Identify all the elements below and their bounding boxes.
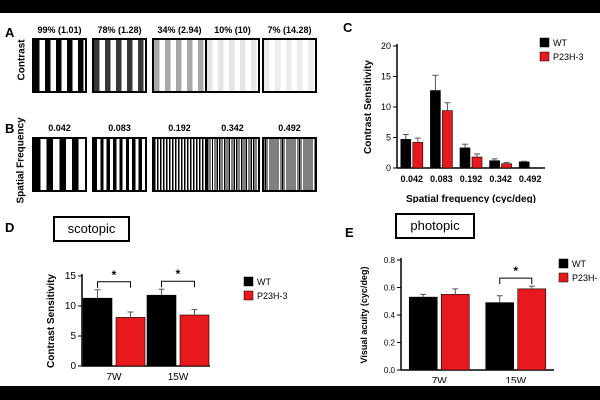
y-tick-label: 0.4 (384, 311, 396, 320)
bar-p23h-3-0.042 (412, 142, 424, 169)
x-axis-title: Spatial frequency (cyc/deg) (406, 194, 536, 203)
x-tick-label-0.083: 0.083 (430, 174, 453, 184)
chart-d-scotopic: 0 5 10 15 Contrast Sensitivity 7W * 15W * WT P23H-… (46, 267, 288, 383)
bar-wt-0.042 (400, 139, 412, 169)
frequency-grating-1 (32, 137, 87, 192)
bar-wt-0.083 (430, 90, 441, 169)
x-tick-label-7W: 7W (107, 372, 123, 383)
bar-p23h-3-7W (440, 294, 470, 371)
contrast-grating-4 (205, 38, 260, 93)
chart-c-contrast-sensitivity-by-frequency: 0 5 10 15 20 Contrast Sensitivity 0.042 0.083 0.… (363, 37, 584, 203)
y-axis-title: Contrast Sensitivity (46, 274, 57, 368)
panel-letter-d: D (5, 220, 15, 235)
y-tick-label: 0 (70, 361, 76, 372)
y-tick-label: 15 (381, 72, 391, 82)
y-axis-title: Visual acuity (cyc/deg) (359, 267, 369, 364)
y-tick-label: 0.8 (384, 256, 396, 265)
significance-marker: * (513, 264, 518, 278)
frequency-grating-5 (262, 137, 317, 192)
legend-label-p23h-3: P23H-3 (572, 273, 597, 283)
y-tick-label: 20 (381, 41, 391, 51)
frequency-grating-2 (92, 137, 147, 192)
bar-p23h-3-0.342 (501, 163, 512, 169)
y-tick-label: 10 (381, 102, 391, 112)
figure-canvas: A Contrast B Spatial Frequency C 0 5 10 15 2… (0, 13, 600, 386)
contrast-grating-3 (152, 38, 207, 93)
legend-swatch-wt (558, 258, 569, 269)
y-axis-title: Contrast Sensitivity (363, 60, 374, 154)
legend-swatch-wt (539, 37, 550, 48)
x-tick-label-0.342: 0.342 (489, 174, 512, 184)
contrast-grating-5 (262, 38, 317, 93)
legend-label-p23h-3: P23H-3 (553, 52, 584, 62)
contrast-caption-2: 78% (1.28) (97, 25, 142, 35)
legend-swatch-wt (243, 276, 254, 287)
frequency-caption-5: 0.492 (278, 123, 301, 133)
bar-p23h-3-7W (115, 317, 146, 367)
frequency-caption-2: 0.083 (108, 123, 131, 133)
x-tick-label-0.192: 0.192 (460, 174, 483, 184)
scotopic-label: scotopic (53, 216, 130, 242)
contrast-caption-1: 99% (1.01) (37, 25, 82, 35)
y-tick-label: 5 (70, 331, 76, 342)
significance-bracket (97, 281, 131, 288)
legend-swatch-p23h-3 (243, 290, 254, 301)
contrast-caption-4: 10% (10) (214, 25, 251, 35)
bar-p23h-3-0.192 (471, 156, 483, 169)
row-label-spatial-frequency: Spatial Frequency (15, 117, 27, 204)
x-tick-label-7W: 7W (432, 376, 448, 383)
x-tick-label-15W: 15W (168, 372, 189, 383)
legend-label-p23h-3: P23H-3 (257, 291, 288, 301)
contrast-caption-3: 34% (2.94) (157, 25, 202, 35)
frequency-grating-3 (152, 137, 207, 192)
y-tick-label: 0.6 (384, 284, 396, 293)
y-tick-label: 15 (65, 271, 77, 282)
bar-p23h-3-15W (179, 314, 210, 367)
x-tick-label-0.042: 0.042 (401, 174, 424, 184)
contrast-caption-5: 7% (14.28) (267, 25, 312, 35)
significance-bracket (161, 280, 195, 288)
frequency-caption-4: 0.342 (221, 123, 244, 133)
bar-wt-0.192 (459, 147, 471, 169)
y-tick-label: 0.2 (384, 339, 396, 348)
frequency-grating-4 (205, 137, 260, 192)
panel-letter-b: B (5, 121, 15, 136)
significance-bracket (499, 277, 533, 285)
frequency-caption-3: 0.192 (168, 123, 191, 133)
legend-label-wt: WT (553, 38, 567, 48)
bottom-black-band (0, 386, 600, 400)
panel-letter-a: A (5, 25, 15, 40)
chart-e-photopic: 0.0 0.2 0.4 0.6 0.8 Visual acuity (cyc/deg) 7W… (359, 256, 597, 383)
top-black-band (0, 0, 600, 13)
contrast-grating-1 (32, 38, 87, 93)
contrast-grating-2 (92, 38, 147, 93)
panel-letter-c: C (343, 20, 353, 35)
frequency-caption-1: 0.042 (48, 123, 71, 133)
y-tick-label: 0.0 (384, 366, 396, 375)
row-label-contrast: Contrast (16, 39, 28, 81)
x-tick-label-0.492: 0.492 (519, 174, 542, 184)
bar-wt-7W (82, 297, 113, 367)
panel-letter-e: E (345, 225, 354, 240)
y-tick-label: 5 (386, 133, 391, 143)
y-tick-label: 10 (65, 301, 77, 312)
bar-p23h-3-15W (517, 288, 547, 371)
y-tick-label: 0 (386, 163, 391, 173)
legend-label-wt: WT (257, 277, 271, 287)
bar-wt-0.492 (518, 161, 530, 169)
significance-marker: * (112, 268, 117, 282)
legend-label-wt: WT (572, 259, 586, 269)
x-tick-label-15W: 15W (505, 376, 526, 383)
legend-swatch-p23h-3 (558, 272, 569, 283)
legend-swatch-p23h-3 (539, 51, 550, 62)
photopic-label: photopic (395, 213, 475, 239)
bar-wt-15W (485, 302, 515, 371)
bar-wt-7W (408, 296, 438, 371)
significance-marker: * (176, 267, 181, 281)
bar-wt-0.342 (489, 160, 500, 169)
bar-p23h-3-0.083 (442, 110, 453, 169)
bar-wt-15W (146, 294, 177, 367)
